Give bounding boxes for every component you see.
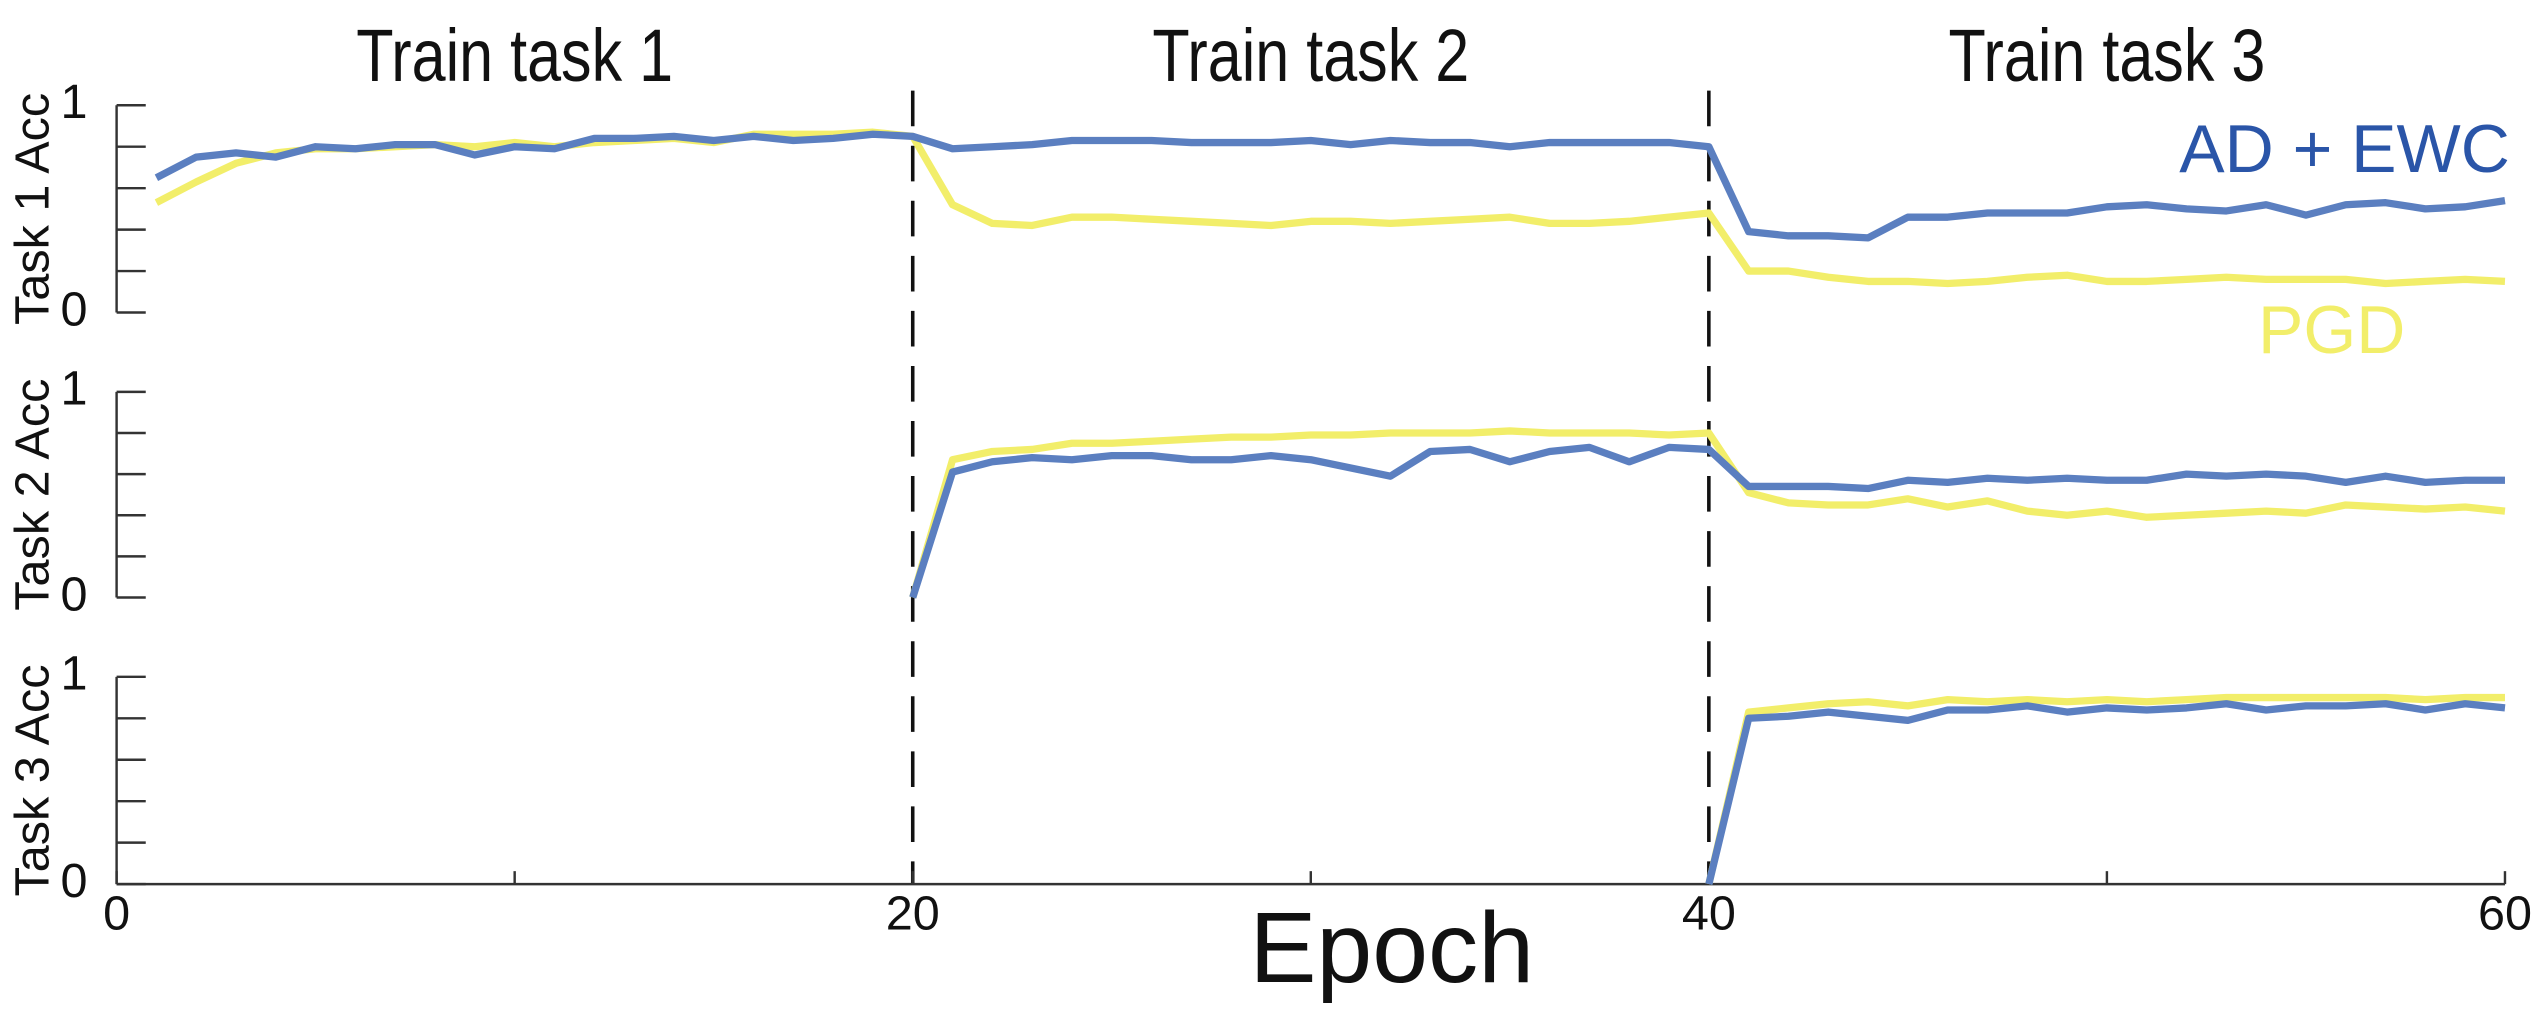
series-label: AD + EWC — [2179, 111, 2510, 187]
y-tick-label: 0 — [60, 282, 87, 336]
x-axis-label: Epoch — [1249, 892, 1534, 1004]
series-label: PGD — [2258, 292, 2405, 368]
series-line — [1705, 693, 2505, 885]
y-axis-label: Task 3 Acc — [5, 664, 59, 896]
y-tick-label: 1 — [60, 647, 87, 701]
series-line — [154, 130, 2506, 242]
y-tick-label: 0 — [60, 567, 87, 621]
section-title: Train task 1 — [356, 14, 673, 97]
y-tick-label: 1 — [60, 75, 87, 129]
series-line — [1705, 700, 2506, 885]
y-axis-label: Task 2 Acc — [5, 379, 59, 611]
x-tick-label: 40 — [1682, 886, 1736, 940]
x-tick-label: 0 — [103, 886, 130, 940]
series-line — [909, 443, 2505, 599]
y-tick-label: 1 — [60, 362, 87, 416]
section-title: Train task 3 — [1949, 14, 2266, 97]
series-line — [909, 427, 2506, 599]
y-axis-label: Task 1 Acc — [5, 93, 59, 325]
x-tick-label: 60 — [2478, 886, 2532, 940]
y-tick-label: 0 — [60, 854, 87, 908]
x-tick-label: 20 — [886, 886, 940, 940]
section-title: Train task 2 — [1152, 14, 1469, 97]
